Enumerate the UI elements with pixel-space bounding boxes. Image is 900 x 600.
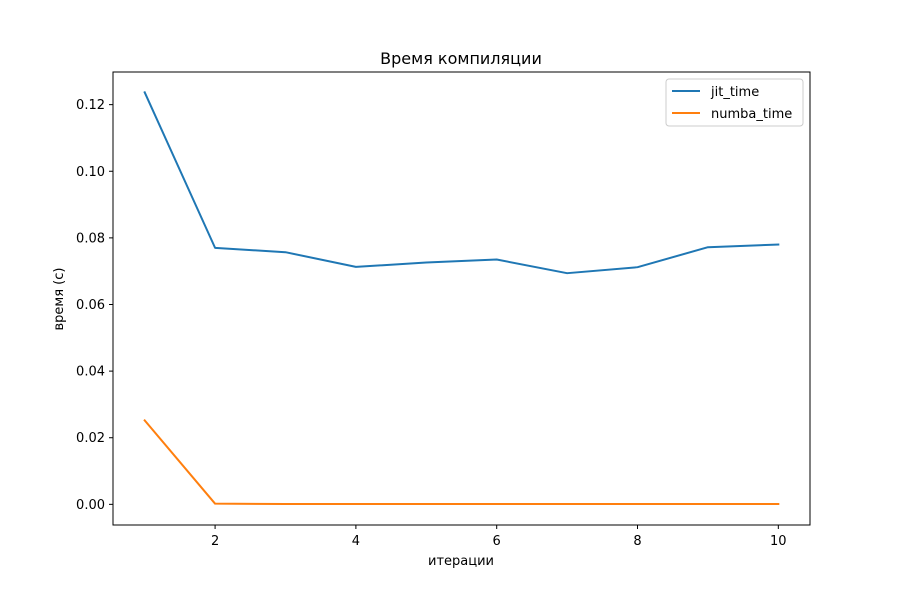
x-tick-label: 8 <box>633 534 641 549</box>
plot-area: 2 4 6 8 10 0.00 0.02 0.04 0.06 0.08 0.10 0.12 <box>76 71 811 549</box>
y-tick-label: 0.04 <box>76 365 105 380</box>
y-tick-label: 0.06 <box>76 298 105 313</box>
x-tick-label: 4 <box>352 534 360 549</box>
series-line-jit_time <box>143 90 780 275</box>
legend-box <box>665 78 804 127</box>
series-line-numba_time <box>143 419 780 506</box>
chart-title: Время компиляции <box>380 49 542 68</box>
x-tick-label: 6 <box>493 534 501 549</box>
legend-label-numba_time: numba_time <box>711 107 792 122</box>
y-tick-label: 0.08 <box>76 231 105 246</box>
x-axis-label: итерации <box>428 554 494 569</box>
axes-frame <box>112 71 811 526</box>
x-tick-label: 10 <box>770 534 787 549</box>
y-tick-label: 0.02 <box>76 431 105 446</box>
legend-label-jit_time: jit_time <box>710 85 759 100</box>
y-tick-label: 0.00 <box>76 498 105 513</box>
x-tick-label: 2 <box>211 534 219 549</box>
legend: jit_time numba_time <box>665 78 804 127</box>
y-axis-label: время (с) <box>52 268 67 331</box>
y-tick-label: 0.10 <box>76 165 105 180</box>
y-tick-label: 0.12 <box>76 98 105 113</box>
